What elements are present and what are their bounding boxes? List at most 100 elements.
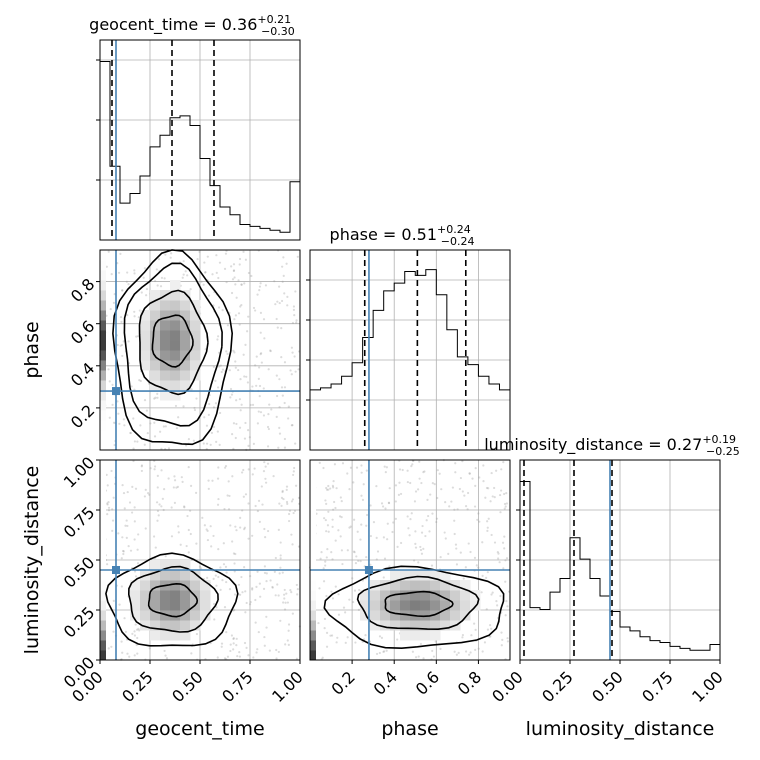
scatter-point [473, 556, 477, 559]
scatter-point [111, 403, 114, 406]
scatter-point [274, 303, 277, 306]
scatter-point [242, 495, 245, 498]
scatter-point [274, 594, 277, 597]
scatter-point [490, 533, 493, 537]
density-edge-cell [100, 290, 106, 301]
scatter-point [259, 595, 262, 598]
density-cell [180, 300, 191, 311]
scatter-point [283, 401, 286, 405]
scatter-point [239, 378, 242, 381]
scatter-point [257, 377, 260, 380]
scatter-point [462, 577, 465, 580]
density-cell [430, 580, 441, 591]
scatter-point [414, 490, 418, 493]
scatter-point [255, 585, 258, 588]
scatter-point [228, 494, 231, 498]
scatter-point [291, 321, 295, 325]
scatter-point [223, 606, 227, 609]
density-edge-cell [100, 260, 106, 271]
density-edge-cell [100, 400, 106, 411]
scatter-point [409, 481, 412, 485]
y-tick-label: 0.4 [67, 359, 98, 390]
density-cell [160, 310, 171, 321]
axis-frame-phase [309, 249, 511, 451]
scatter-point [217, 276, 220, 280]
scatter-point [105, 265, 108, 268]
scatter-point [258, 384, 262, 388]
scatter-point [135, 628, 139, 631]
density-edge-cell [100, 320, 106, 331]
axis-frame-geocent_time-phase [99, 249, 301, 451]
scatter-point [278, 432, 282, 435]
scatter-point [244, 258, 247, 261]
contour-line [112, 249, 234, 446]
density-cell [130, 590, 141, 601]
scatter-point [406, 515, 409, 518]
scatter-point [112, 496, 115, 499]
scatter-point [340, 500, 343, 503]
density-edge-cell [310, 500, 316, 511]
scatter-point [153, 465, 157, 468]
scatter-point [421, 524, 424, 528]
scatter-point [234, 314, 237, 317]
scatter-point [122, 491, 126, 495]
scatter-point [289, 589, 292, 592]
scatter-point [351, 577, 354, 580]
scatter-point [134, 487, 138, 490]
scatter-point [189, 532, 192, 536]
density-edge-cell [310, 580, 316, 591]
scatter-point [287, 629, 290, 632]
scatter-point [259, 411, 263, 414]
scatter-point [327, 510, 330, 513]
scatter-point [282, 497, 285, 501]
scatter-point [226, 324, 229, 327]
scatter-point [410, 465, 413, 468]
scatter-point [232, 349, 235, 352]
scatter-point [385, 466, 388, 469]
density-edge-cell [100, 590, 106, 601]
scatter-point [116, 400, 119, 403]
scatter-point [270, 408, 273, 411]
scatter-point [232, 637, 235, 640]
scatter-point [344, 611, 347, 614]
scatter-point [156, 474, 159, 477]
scatter-point [245, 375, 248, 378]
scatter-point [271, 585, 274, 589]
scatter-point [217, 351, 221, 354]
scatter-point [369, 534, 373, 538]
scatter-point [325, 488, 329, 491]
scatter-point [252, 656, 255, 659]
scatter-point [286, 304, 289, 307]
scatter-point [506, 637, 509, 640]
scatter-point [330, 590, 333, 593]
scatter-point [230, 634, 234, 637]
scatter-point [117, 271, 121, 274]
scatter-point [288, 509, 292, 512]
scatter-point [235, 637, 238, 640]
density-edge-cell [310, 470, 316, 481]
scatter-point [119, 315, 123, 319]
scatter-point [290, 346, 293, 349]
scatter-point [383, 650, 386, 653]
density-cell [150, 610, 161, 621]
density-cell [170, 570, 181, 581]
scatter-point [281, 571, 284, 574]
scatter-point [136, 562, 140, 565]
scatter-point [283, 361, 287, 364]
scatter-point [252, 306, 256, 310]
scatter-point [260, 352, 263, 355]
scatter-point [111, 529, 114, 532]
density-cell [450, 600, 461, 611]
scatter-point [468, 472, 471, 475]
density-cell [170, 610, 181, 621]
density-cell [190, 310, 201, 321]
scatter-point [467, 542, 470, 545]
scatter-point [353, 518, 356, 521]
scatter-point [224, 464, 228, 468]
scatter-point [275, 648, 278, 652]
scatter-point [125, 280, 128, 283]
density-edge-cell [100, 600, 106, 611]
y-tick-label: 0.25 [60, 603, 99, 642]
scatter-point [408, 534, 411, 537]
density-cell [160, 360, 171, 371]
